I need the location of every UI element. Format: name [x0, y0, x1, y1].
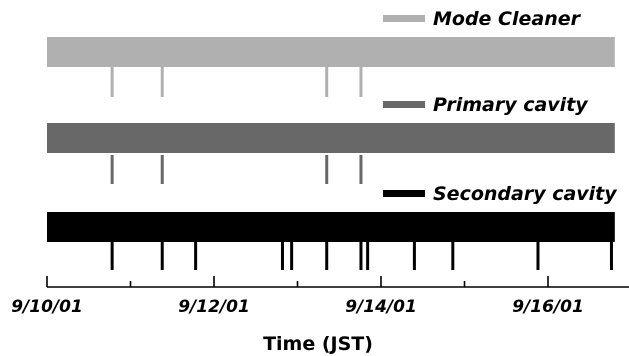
legend-label-secondary-cavity: Secondary cavity: [433, 183, 618, 205]
x-tick-label-3: 9/16/01: [512, 297, 584, 317]
x-tick-label-2: 9/14/01: [345, 297, 417, 317]
legend: Mode Cleaner Primary cavity Secondary cavi…: [383, 8, 618, 205]
legend-label-primary-cavity: Primary cavity: [433, 94, 589, 116]
x-tick-label-1: 9/12/01: [178, 297, 250, 317]
legend-label-mode-cleaner: Mode Cleaner: [433, 8, 582, 30]
unlock-events: [110, 67, 613, 270]
lock-bars: [47, 37, 615, 242]
lock-bar-mode-cleaner-0: [47, 37, 615, 67]
x-axis: 9/10/01 9/12/01 9/14/01 9/16/01: [11, 276, 629, 317]
legend-swatch-secondary-cavity: [383, 190, 425, 197]
lock-bar-primary-cavity-0: [47, 123, 615, 153]
x-tick-label-0: 9/10/01: [11, 297, 83, 317]
lock-bar-secondary-cavity-0: [47, 212, 615, 242]
legend-swatch-primary-cavity: [383, 101, 425, 108]
legend-swatch-mode-cleaner: [383, 15, 425, 22]
x-axis-title: Time (JST): [263, 333, 373, 355]
